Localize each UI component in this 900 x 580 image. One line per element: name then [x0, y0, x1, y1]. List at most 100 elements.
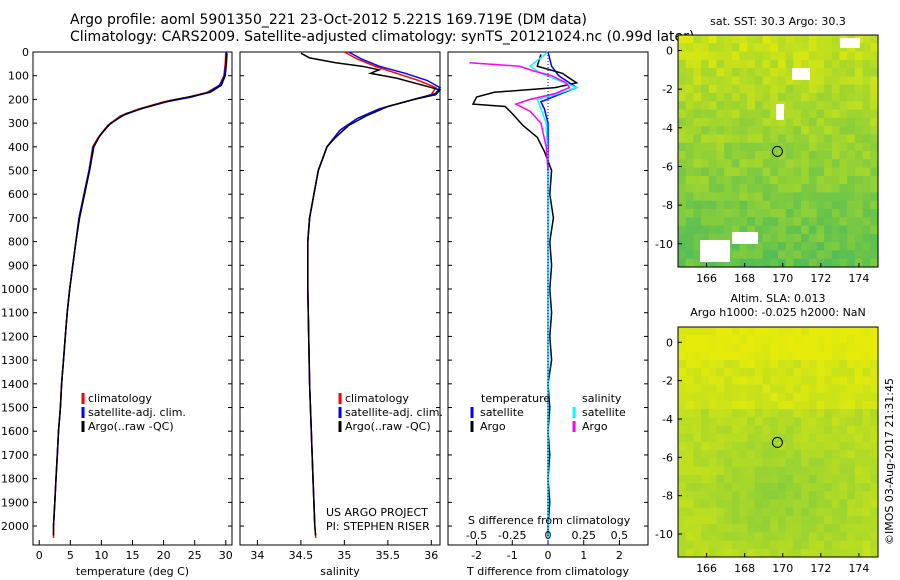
- map-cell: [747, 540, 756, 550]
- map-cell: [678, 76, 687, 86]
- map-cell: [785, 184, 794, 193]
- map-cell: [816, 242, 825, 251]
- map-cell: [708, 442, 718, 451]
- map-cell: [801, 491, 810, 501]
- map-cell: [847, 392, 856, 402]
- map-cell: [854, 343, 864, 353]
- map-cell: [685, 142, 694, 152]
- map-cell: [862, 433, 871, 443]
- map-cell: [693, 68, 702, 77]
- map-cell: [747, 68, 756, 77]
- map-cell: [816, 93, 825, 102]
- map-cell: [824, 101, 833, 111]
- map-cell: [685, 458, 694, 468]
- map-cell: [801, 126, 810, 135]
- map-cell: [708, 359, 718, 369]
- map-cell: [762, 392, 771, 402]
- map-cell: [693, 351, 702, 361]
- map-cell: [693, 76, 702, 86]
- map-cell: [770, 466, 779, 476]
- map-cell: [678, 242, 687, 251]
- map-cell: [685, 68, 694, 77]
- map-cell: [701, 68, 710, 77]
- map-cell: [793, 93, 802, 102]
- map-cell: [739, 368, 748, 377]
- map-cell: [693, 425, 702, 435]
- map-cell: [747, 466, 756, 476]
- map-cell: [731, 101, 741, 111]
- map-cell: [693, 242, 702, 251]
- map-cell: [793, 335, 802, 344]
- map-cell: [862, 409, 871, 418]
- map-cell: [685, 442, 694, 451]
- map-cell: [739, 126, 748, 135]
- map-cell: [839, 209, 848, 218]
- map-cell: [708, 159, 718, 169]
- map-cell: [678, 51, 687, 61]
- map-cell: [754, 515, 764, 525]
- map-cell: [831, 43, 841, 53]
- map-cell: [831, 250, 841, 260]
- map-cell: [785, 384, 794, 394]
- map-cell: [870, 142, 879, 152]
- map-cell: [793, 225, 802, 235]
- map-cell: [839, 425, 848, 435]
- map-cell: [724, 109, 733, 119]
- map-cell: [739, 151, 748, 160]
- map-cell: [839, 117, 848, 127]
- map-cell: [731, 433, 741, 443]
- map-cell: [716, 233, 725, 243]
- map-cell: [701, 84, 710, 94]
- map-cell: [808, 217, 818, 227]
- map-cell: [724, 117, 733, 127]
- map-cell: [754, 507, 764, 517]
- map-cell: [747, 51, 756, 61]
- map-cell: [770, 35, 779, 44]
- map-cell: [785, 442, 794, 451]
- map-cell: [716, 466, 725, 476]
- map-cell: [839, 59, 848, 69]
- map-cell: [808, 499, 818, 509]
- map-cell: [847, 93, 856, 102]
- map-cell: [747, 458, 756, 468]
- map-cell: [708, 540, 718, 550]
- map-cell: [870, 151, 879, 160]
- map-cell: [754, 474, 764, 484]
- map-cell: [793, 59, 802, 69]
- map-cell: [754, 43, 764, 53]
- map-cell: [839, 491, 848, 501]
- map-cell: [716, 474, 725, 484]
- map-cell: [693, 35, 702, 44]
- temperature-series-satellite-adj-clim-: [52, 51, 228, 527]
- map-cell: [693, 368, 702, 377]
- diff-legend-label: satellite: [480, 406, 524, 419]
- map-cell: [747, 433, 756, 443]
- map-cell: [778, 233, 787, 243]
- map-cell: [847, 233, 856, 243]
- map-cell: [754, 134, 764, 144]
- map-cell: [831, 359, 841, 369]
- map-cell: [754, 200, 764, 210]
- map-cell: [824, 458, 833, 468]
- sla-map-lat-tick-label: -6: [662, 451, 673, 464]
- map-cell: [808, 327, 818, 336]
- map-cell: [808, 175, 818, 185]
- map-cell: [847, 258, 856, 268]
- map-cell: [724, 68, 733, 77]
- map-cell: [778, 417, 787, 427]
- map-cell: [831, 126, 841, 135]
- map-cell: [754, 376, 764, 386]
- map-cell: [808, 59, 818, 69]
- map-cell: [862, 499, 871, 509]
- map-cell: [862, 483, 871, 492]
- map-cell: [708, 217, 718, 227]
- map-cell: [785, 109, 794, 119]
- map-cell: [770, 491, 779, 501]
- map-cell: [870, 351, 879, 361]
- map-cell: [793, 217, 802, 227]
- sst-map-lon-tick-label: 174: [848, 272, 869, 285]
- map-cell: [854, 192, 864, 202]
- map-cell: [693, 442, 702, 451]
- map-cell: [762, 242, 771, 251]
- map-cell: [870, 159, 879, 169]
